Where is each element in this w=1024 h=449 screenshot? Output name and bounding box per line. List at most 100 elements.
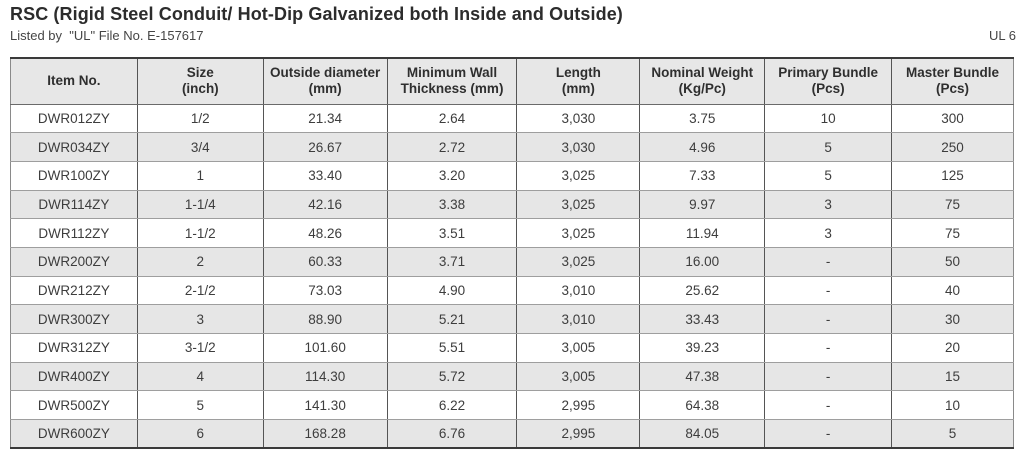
column-header-outside-diameter: Outside diameter (mm) <box>263 58 388 105</box>
table-cell: - <box>764 304 893 334</box>
table-cell: 1/2 <box>137 104 264 134</box>
table-cell: 3/4 <box>137 132 264 162</box>
table-row: DWR600ZY 6 168.28 6.76 2,995 84.05-5 <box>10 419 1014 449</box>
table-cell: 10 <box>891 390 1014 421</box>
table-cell: 6 <box>137 419 264 449</box>
table-cell: 3-1/2 <box>137 333 264 363</box>
table-cell: 6.76 <box>387 419 518 449</box>
table-row: DWR114ZY 1-1/4 42.16 3.38 3,025 9.97 3 75 <box>10 190 1014 220</box>
table-cell: - <box>764 390 893 421</box>
table-cell: 5 <box>137 390 264 421</box>
table-cell: 3,025 <box>516 247 641 277</box>
header-row: Item No. Size (inch) Outside diameter (m… <box>10 58 1014 105</box>
table-cell: 2,995 <box>516 390 641 421</box>
table-cell: 3,005 <box>516 362 641 392</box>
spec-table-body: DWR012ZY 1/2 21.34 2.64 3,030 3.75 10 300 DWR034… <box>10 104 1014 449</box>
table-cell: 64.38 <box>639 390 766 421</box>
table-cell: 20 <box>891 333 1014 363</box>
table-cell: 3.75 <box>639 104 766 134</box>
table-cell: 48.26 <box>263 218 388 248</box>
table-cell: DWR500ZY <box>10 390 138 421</box>
column-header-min-wall-thickness: Minimum Wall Thickness (mm) <box>387 58 518 105</box>
table-cell: 2,995 <box>516 419 641 449</box>
table-cell: 3 <box>764 190 893 220</box>
table-row: DWR312ZY 3-1/2 101.60 5.51 3,005 39.23-20 <box>10 333 1014 363</box>
table-cell: 3.38 <box>387 190 518 220</box>
table-row: DWR100ZY 1 33.40 3.20 3,025 7.33 5 125 <box>10 161 1014 191</box>
table-cell: 42.16 <box>263 190 388 220</box>
table-cell: 3,025 <box>516 218 641 248</box>
table-cell: 3,010 <box>516 304 641 334</box>
table-cell: 5.72 <box>387 362 518 392</box>
table-cell: 3,025 <box>516 190 641 220</box>
table-cell: DWR112ZY <box>10 218 138 248</box>
table-cell: 47.38 <box>639 362 766 392</box>
column-header-item-no: Item No. <box>10 58 138 105</box>
table-cell: 3.71 <box>387 247 518 277</box>
spec-table: Item No. Size (inch) Outside diameter (m… <box>10 57 1014 449</box>
table-cell: DWR034ZY <box>10 132 138 162</box>
table-row: DWR212ZY 2-1/2 73.03 4.90 3,010 25.62-40 <box>10 276 1014 306</box>
table-cell: 1 <box>137 161 264 191</box>
table-cell: 9.97 <box>639 190 766 220</box>
table-cell: - <box>764 276 893 306</box>
table-cell: 26.67 <box>263 132 388 162</box>
page-title: RSC (Rigid Steel Conduit/ Hot-Dip Galvan… <box>10 4 623 24</box>
page-subline: Listed by "UL" File No. E-157617 UL 6 <box>10 28 1016 43</box>
table-cell: 1-1/4 <box>137 190 264 220</box>
table-cell: - <box>764 419 893 449</box>
column-header-nominal-weight: Nominal Weight (Kg/Pc) <box>639 58 766 105</box>
table-cell: 40 <box>891 276 1014 306</box>
table-cell: DWR400ZY <box>10 362 138 392</box>
table-cell: - <box>764 333 893 363</box>
table-cell: 168.28 <box>263 419 388 449</box>
table-cell: 60.33 <box>263 247 388 277</box>
table-cell: 5 <box>764 132 893 162</box>
column-header-length: Length (mm) <box>516 58 641 105</box>
table-cell: 7.33 <box>639 161 766 191</box>
table-cell: 33.43 <box>639 304 766 334</box>
table-cell: DWR600ZY <box>10 419 138 449</box>
table-cell: 3,030 <box>516 104 641 134</box>
table-cell: 3 <box>764 218 893 248</box>
table-cell: 50 <box>891 247 1014 277</box>
column-header-master-bundle: Master Bundle (Pcs) <box>891 58 1014 105</box>
table-cell: 10 <box>764 104 893 134</box>
table-cell: DWR212ZY <box>10 276 138 306</box>
table-cell: 3 <box>137 304 264 334</box>
table-cell: 4.96 <box>639 132 766 162</box>
table-cell: 6.22 <box>387 390 518 421</box>
table-cell: 2.72 <box>387 132 518 162</box>
table-cell: 125 <box>891 161 1014 191</box>
table-cell: 39.23 <box>639 333 766 363</box>
table-row: DWR500ZY 5 141.30 6.22 2,995 64.38-10 <box>10 390 1014 421</box>
table-cell: 15 <box>891 362 1014 392</box>
table-cell: 2 <box>137 247 264 277</box>
table-cell: 75 <box>891 190 1014 220</box>
table-cell: - <box>764 362 893 392</box>
table-row: DWR400ZY 4 114.30 5.72 3,005 47.38-15 <box>10 362 1014 392</box>
page-header: RSC (Rigid Steel Conduit/ Hot-Dip Galvan… <box>10 3 1016 43</box>
standard-reference: UL 6 <box>989 28 1016 43</box>
table-cell: 5 <box>891 419 1014 449</box>
table-row: DWR112ZY 1-1/2 48.26 3.51 3,025 11.94 3 75 <box>10 218 1014 248</box>
table-cell: DWR200ZY <box>10 247 138 277</box>
table-cell: 101.60 <box>263 333 388 363</box>
table-cell: DWR312ZY <box>10 333 138 363</box>
table-cell: 84.05 <box>639 419 766 449</box>
table-cell: 5 <box>764 161 893 191</box>
table-cell: 75 <box>891 218 1014 248</box>
table-row: DWR034ZY 3/4 26.67 2.72 3,030 4.96 5 250 <box>10 132 1014 162</box>
table-cell: 5.21 <box>387 304 518 334</box>
table-row: DWR200ZY 2 60.33 3.71 3,025 16.00-50 <box>10 247 1014 277</box>
table-cell: 3,025 <box>516 161 641 191</box>
column-header-size: Size (inch) <box>137 58 264 105</box>
table-cell: 30 <box>891 304 1014 334</box>
table-cell: DWR012ZY <box>10 104 138 134</box>
table-cell: 141.30 <box>263 390 388 421</box>
table-cell: 2.64 <box>387 104 518 134</box>
table-cell: DWR100ZY <box>10 161 138 191</box>
table-cell: 21.34 <box>263 104 388 134</box>
table-cell: 3.20 <box>387 161 518 191</box>
spec-table-header: Item No. Size (inch) Outside diameter (m… <box>10 58 1014 105</box>
